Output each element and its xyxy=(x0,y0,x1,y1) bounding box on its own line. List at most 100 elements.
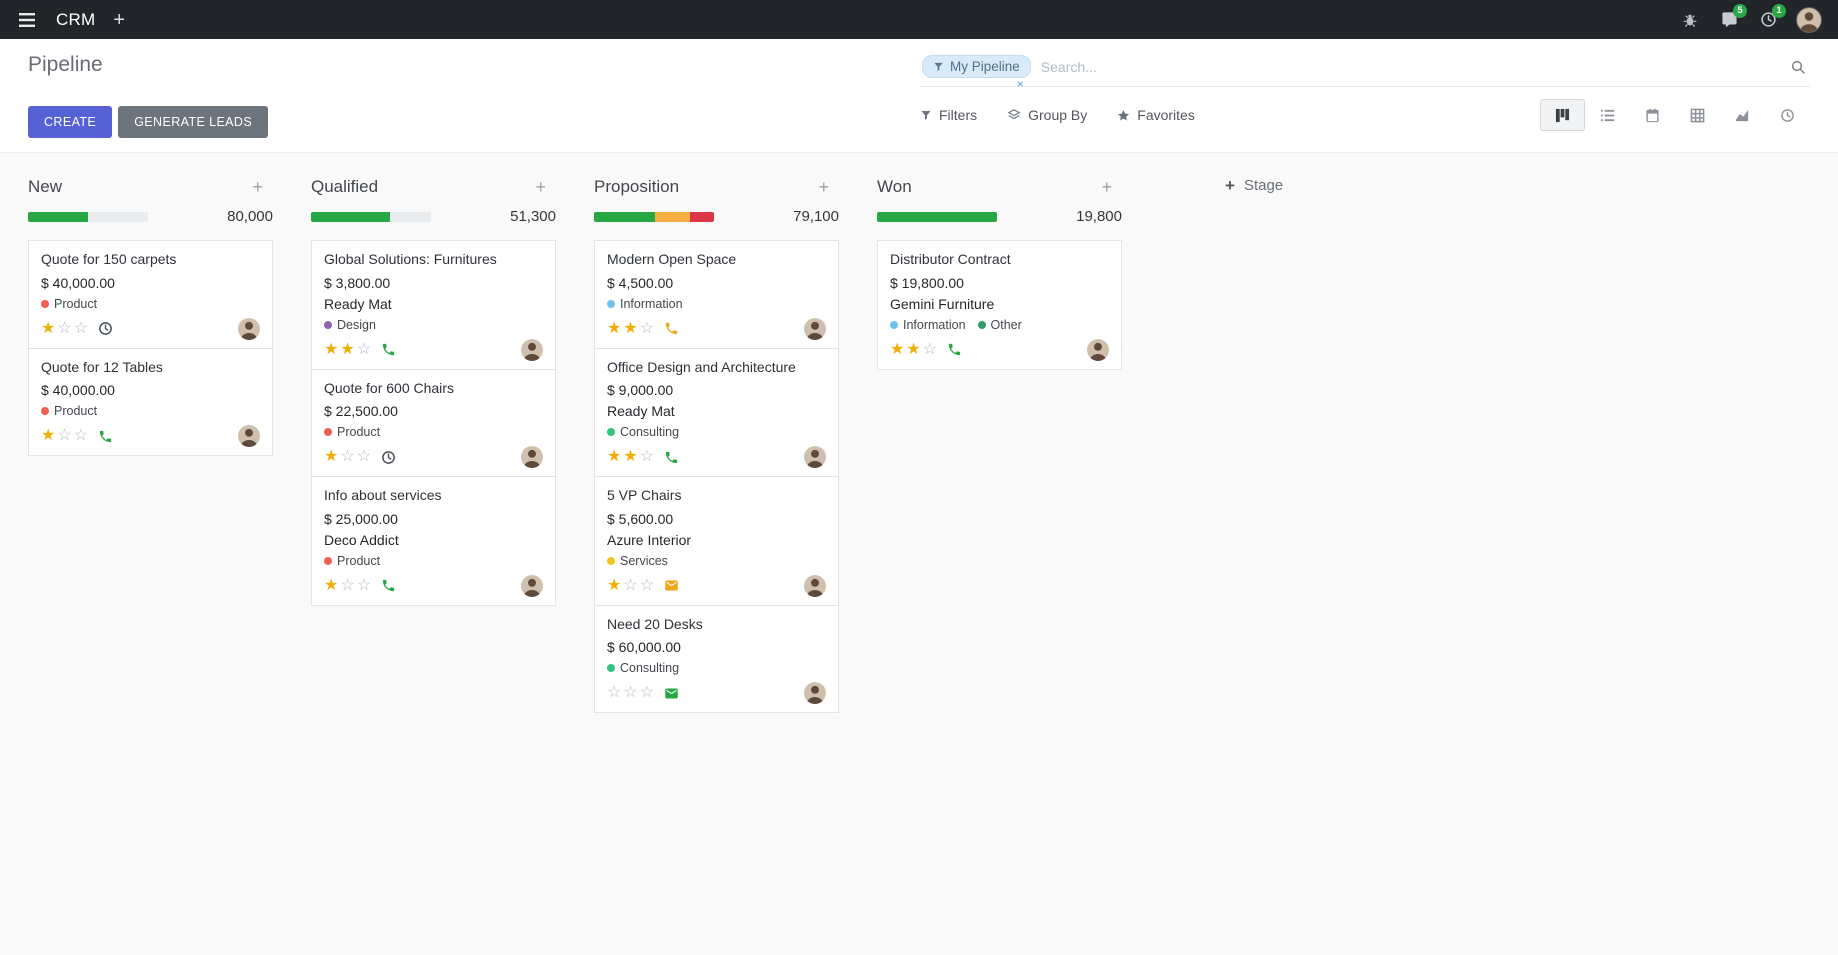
priority-star-empty[interactable]: ☆ xyxy=(639,684,655,701)
card-title[interactable]: Global Solutions: Furnitures xyxy=(324,251,497,267)
priority-star-empty[interactable]: ☆ xyxy=(623,684,638,701)
column-progressbar[interactable] xyxy=(311,211,431,222)
activity-envelope-icon[interactable] xyxy=(664,686,679,701)
card-tag[interactable]: Product xyxy=(324,425,380,439)
column-title[interactable]: Qualified xyxy=(311,177,379,196)
activity-phone-icon[interactable] xyxy=(381,342,396,357)
activity-clock-icon[interactable] xyxy=(98,321,113,336)
card-tag[interactable]: Information xyxy=(890,318,966,332)
card-title[interactable]: Need 20 Desks xyxy=(607,615,703,632)
priority-star-filled[interactable]: ★ xyxy=(623,319,638,337)
view-switch-list[interactable] xyxy=(1585,99,1630,131)
kanban-card[interactable]: 5 VP Chairs $ 5,600.00 Azure Interior Se… xyxy=(594,476,839,606)
priority-star-empty[interactable]: ☆ xyxy=(639,576,655,594)
card-tag[interactable]: Other xyxy=(977,318,1022,332)
priority-star-filled[interactable]: ★ xyxy=(623,448,638,465)
priority-star-empty[interactable]: ☆ xyxy=(57,319,72,337)
column-title[interactable]: Proposition xyxy=(594,177,680,196)
group-by-menu[interactable]: Group By xyxy=(1007,107,1087,123)
column-title[interactable]: New xyxy=(28,177,63,196)
column-progressbar[interactable] xyxy=(28,211,148,222)
progress-segment-success[interactable] xyxy=(28,211,88,222)
column-quick-add-button[interactable]: + xyxy=(1101,177,1112,197)
column-progressbar[interactable] xyxy=(594,211,714,222)
priority-star-empty[interactable]: ☆ xyxy=(639,319,655,337)
progress-segment-success[interactable] xyxy=(594,211,656,222)
create-button[interactable]: CREATE xyxy=(28,106,113,138)
debug-bug-icon[interactable] xyxy=(1679,9,1701,31)
generate-leads-button[interactable]: GENERATE LEADS xyxy=(118,106,269,138)
progress-segment-warning[interactable] xyxy=(655,211,690,222)
kanban-card[interactable]: Quote for 600 Chairs $ 22,500.00 Product… xyxy=(311,368,556,477)
priority-star-filled[interactable]: ★ xyxy=(340,340,355,358)
card-tag[interactable]: Information xyxy=(607,297,683,311)
column-title[interactable]: Won xyxy=(877,177,912,196)
kanban-card[interactable]: Modern Open Space $ 4,500.00 Information… xyxy=(594,240,839,349)
progress-segment-success[interactable] xyxy=(311,211,391,222)
priority-star-empty[interactable]: ☆ xyxy=(639,448,655,465)
search-facet-my-pipeline[interactable]: My Pipeline × xyxy=(922,55,1031,91)
view-switch-kanban[interactable] xyxy=(1540,99,1585,131)
app-name[interactable]: CRM xyxy=(56,9,96,29)
add-stage-button[interactable]: + Stage xyxy=(1225,177,1283,194)
salesperson-avatar[interactable] xyxy=(238,425,260,447)
card-tag[interactable]: Services xyxy=(607,554,668,568)
priority-star-filled[interactable]: ★ xyxy=(324,448,339,465)
card-tag[interactable]: Design xyxy=(324,318,376,332)
priority-star-empty[interactable]: ☆ xyxy=(340,576,355,594)
favorites-menu[interactable]: Favorites xyxy=(1117,107,1195,123)
view-switch-pivot[interactable] xyxy=(1675,99,1720,131)
salesperson-avatar[interactable] xyxy=(521,338,543,361)
navbar-add-icon[interactable]: + xyxy=(113,8,126,31)
activity-phone-icon[interactable] xyxy=(98,429,113,444)
activity-phone-icon[interactable] xyxy=(381,578,396,593)
card-title[interactable]: Distributor Contract xyxy=(890,251,1011,267)
priority-star-filled[interactable]: ★ xyxy=(324,576,339,594)
priority-star-filled[interactable]: ★ xyxy=(906,340,921,358)
card-tag[interactable]: Product xyxy=(324,554,380,568)
priority-star-filled[interactable]: ★ xyxy=(324,340,339,358)
priority-star-filled[interactable]: ★ xyxy=(890,340,905,358)
card-tag[interactable]: Product xyxy=(41,297,97,311)
filters-menu[interactable]: Filters xyxy=(920,107,977,123)
priority-star-empty[interactable]: ☆ xyxy=(73,427,89,444)
card-title[interactable]: Modern Open Space xyxy=(607,251,737,267)
card-title[interactable]: Quote for 600 Chairs xyxy=(324,379,454,396)
priority-star-filled[interactable]: ★ xyxy=(41,319,56,337)
user-avatar[interactable] xyxy=(1796,6,1822,33)
activity-phone-icon[interactable] xyxy=(947,342,962,357)
priority-star-filled[interactable]: ★ xyxy=(607,319,622,337)
hamburger-menu-icon[interactable] xyxy=(16,9,38,31)
salesperson-avatar[interactable] xyxy=(1087,338,1109,361)
column-quick-add-button[interactable]: + xyxy=(535,177,546,197)
column-progressbar[interactable] xyxy=(877,211,997,222)
card-title[interactable]: Office Design and Architecture xyxy=(607,358,796,375)
kanban-card[interactable]: Need 20 Desks $ 60,000.00 Consulting ☆ ☆ ☆ xyxy=(594,604,839,713)
activity-phone-icon[interactable] xyxy=(664,321,679,336)
facet-remove-icon[interactable]: × xyxy=(1016,77,1024,91)
activity-clock-icon[interactable] xyxy=(381,450,396,465)
salesperson-avatar[interactable] xyxy=(804,317,826,340)
priority-star-empty[interactable]: ☆ xyxy=(356,448,372,465)
card-title[interactable]: Info about services xyxy=(324,487,442,503)
priority-star-empty[interactable]: ☆ xyxy=(340,448,355,465)
kanban-card[interactable]: Global Solutions: Furnitures $ 3,800.00 … xyxy=(311,240,556,370)
search-icon[interactable] xyxy=(1790,59,1806,75)
card-tag[interactable]: Consulting xyxy=(607,661,679,675)
activity-phone-icon[interactable] xyxy=(664,450,679,465)
priority-star-empty[interactable]: ☆ xyxy=(57,427,72,444)
kanban-card[interactable]: Info about services $ 25,000.00 Deco Add… xyxy=(311,476,556,606)
search-input[interactable] xyxy=(1040,58,1790,75)
salesperson-avatar[interactable] xyxy=(804,574,826,597)
card-title[interactable]: 5 VP Chairs xyxy=(607,487,682,503)
kanban-card[interactable]: Quote for 150 carpets $ 40,000.00 Produc… xyxy=(28,240,273,349)
card-tag[interactable]: Consulting xyxy=(607,425,679,439)
salesperson-avatar[interactable] xyxy=(804,682,826,704)
kanban-card[interactable]: Quote for 12 Tables $ 40,000.00 Product … xyxy=(28,347,273,456)
priority-star-filled[interactable]: ★ xyxy=(41,427,56,444)
kanban-card[interactable]: Distributor Contract $ 19,800.00 Gemini … xyxy=(877,240,1122,370)
messages-icon[interactable]: 5 xyxy=(1718,3,1747,31)
priority-star-empty[interactable]: ☆ xyxy=(623,576,638,594)
priority-star-empty[interactable]: ☆ xyxy=(356,340,372,358)
salesperson-avatar[interactable] xyxy=(804,446,826,468)
